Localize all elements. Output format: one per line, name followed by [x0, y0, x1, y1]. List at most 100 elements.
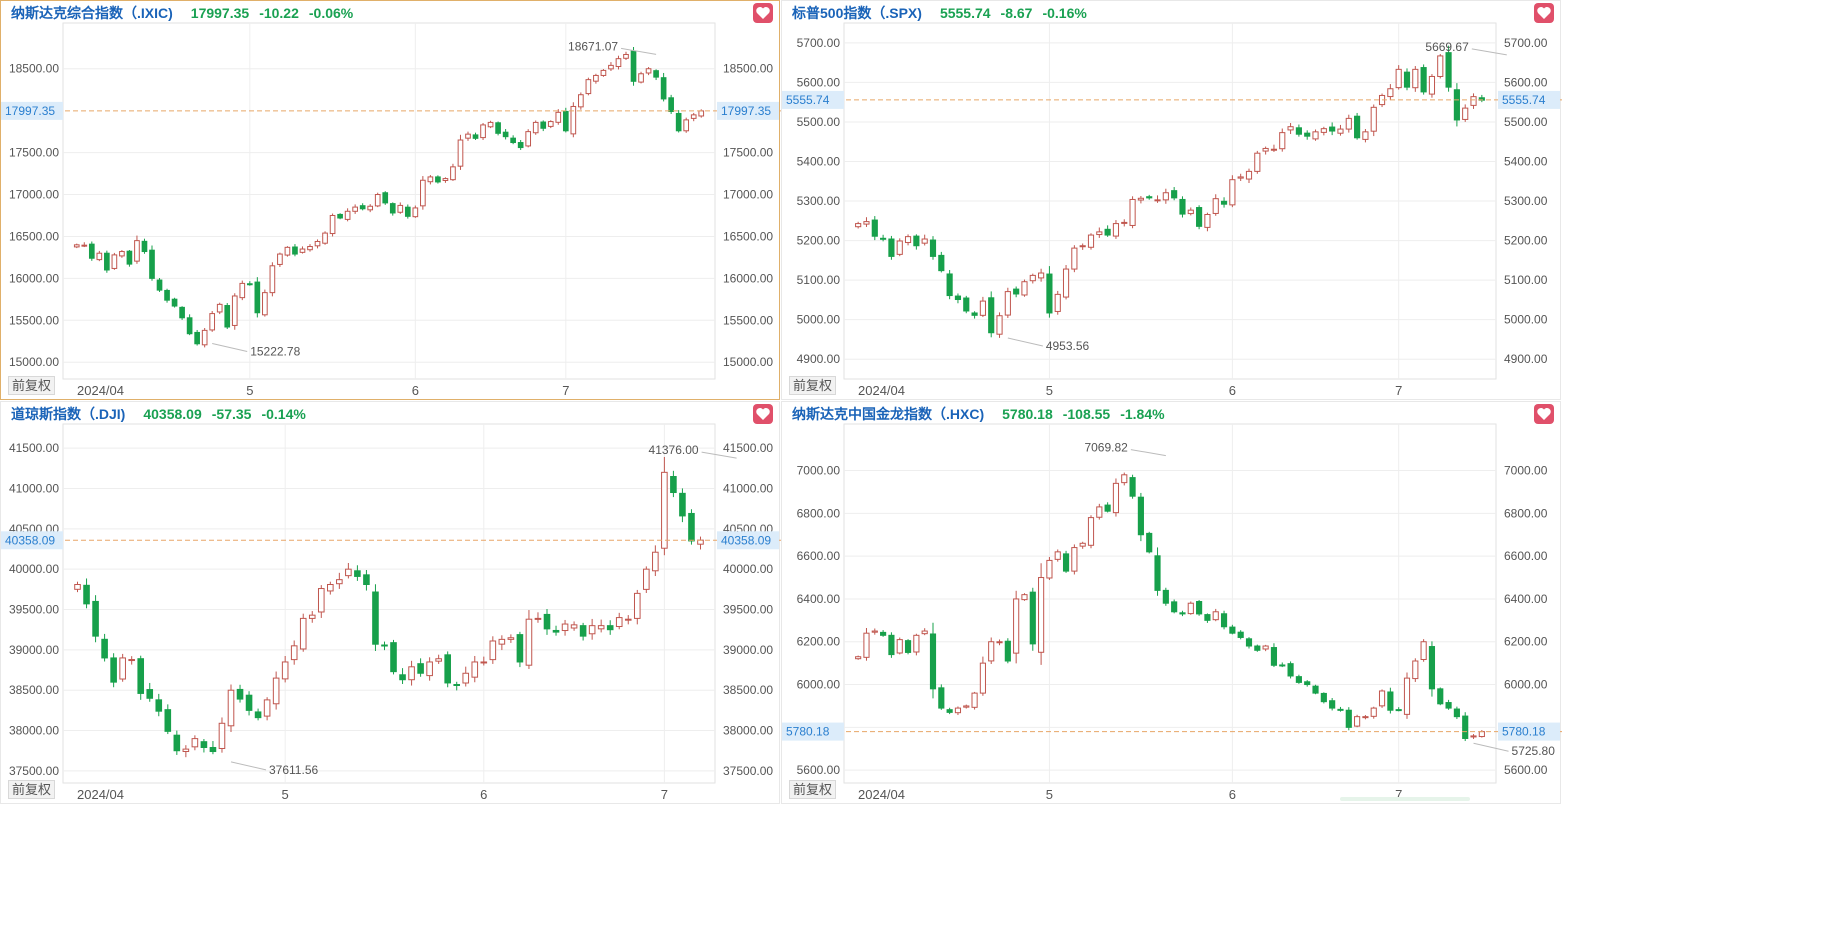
candle — [540, 120, 547, 132]
candle — [1245, 168, 1253, 184]
candle-body — [1470, 735, 1477, 738]
candlestick-chart[interactable]: 37500.00 37500.00 38000.00 38000.00 38500.00… — [1, 402, 781, 805]
y-tick-label-right: 41000.00 — [723, 481, 773, 495]
x-tick-label: 2024/04 — [858, 787, 905, 802]
price-adjust-button[interactable]: 前复权 — [789, 780, 837, 799]
price-tag-text: 40358.09 — [5, 533, 55, 547]
candle — [1470, 734, 1477, 739]
candle-body — [1146, 196, 1153, 199]
candle-body — [462, 672, 470, 684]
candle-body — [1462, 715, 1469, 739]
index-name[interactable]: 纳斯达克中国金龙指数（.HXC) — [792, 406, 985, 422]
candle-body — [119, 657, 126, 680]
candle-body — [1245, 638, 1253, 647]
y-tick-label-right: 39000.00 — [723, 643, 773, 657]
candlestick-chart[interactable]: 4900.00 4900.00 5000.00 5000.00 5100.00 5100.… — [782, 1, 1562, 401]
candle — [954, 706, 962, 716]
current-price-tag-left: 5555.74 — [782, 90, 844, 109]
candle-body — [1179, 612, 1186, 615]
chart-scrollbar[interactable] — [1340, 797, 1470, 801]
chart-panel-ixic[interactable]: 纳斯达克综合指数（.IXIC) 17997.35 -10.22 -0.06% 1… — [0, 0, 781, 401]
candle-body — [525, 131, 532, 147]
candle — [345, 563, 352, 579]
candle-body — [1104, 228, 1111, 236]
candle — [308, 611, 316, 623]
candle-body — [1062, 553, 1070, 572]
candle — [88, 241, 95, 261]
candle-body — [1096, 231, 1103, 236]
candle — [495, 121, 501, 136]
candle-body — [1295, 127, 1302, 135]
candle — [420, 176, 426, 210]
favorite-heart-icon[interactable] — [1534, 404, 1554, 424]
candle-body — [182, 748, 190, 752]
candle-body — [963, 705, 970, 708]
candle — [1270, 643, 1278, 668]
candle — [880, 234, 887, 242]
candle — [352, 204, 358, 214]
candle-body — [1046, 559, 1053, 579]
candle — [996, 639, 1003, 646]
candlestick-chart[interactable]: 15000.00 15000.00 15500.00 15500.00 16000.00… — [1, 1, 781, 401]
favorite-heart-icon[interactable] — [1534, 3, 1554, 23]
favorite-heart-icon[interactable] — [753, 3, 773, 23]
y-tick-label-left: 41500.00 — [9, 441, 59, 455]
candle — [465, 131, 471, 141]
price-adjust-button[interactable]: 前复权 — [789, 376, 837, 395]
candle-body — [688, 512, 695, 542]
candle — [1420, 64, 1427, 95]
candle-body — [354, 570, 361, 577]
candle-body — [597, 625, 605, 630]
chart-panel-hxc[interactable]: 纳斯达克中国金龙指数（.HXC) 5780.18 -108.55 -1.84% … — [781, 401, 1562, 805]
candle — [1279, 662, 1286, 668]
candle-body — [623, 53, 629, 59]
candle-body — [871, 219, 878, 237]
price-adjust-button[interactable]: 前复权 — [8, 376, 56, 395]
candle-body — [224, 305, 231, 328]
candle — [1071, 544, 1078, 575]
price-adjust-button[interactable]: 前复权 — [8, 780, 56, 799]
candle-body — [231, 295, 238, 326]
candle-body — [963, 297, 970, 312]
candle-body — [929, 633, 937, 690]
candle-body — [1021, 594, 1028, 601]
candle — [245, 691, 253, 716]
low-label: 5725.80 — [1512, 744, 1556, 758]
y-tick-label-left: 39500.00 — [9, 603, 59, 617]
y-tick-label-right: 5600.00 — [1504, 75, 1548, 89]
candle — [194, 329, 200, 346]
candle-body — [1071, 247, 1078, 270]
candle-body — [489, 640, 497, 661]
candlestick-chart[interactable]: 5600.005600.005800.005800.006000.006000.… — [782, 402, 1562, 805]
candle-body — [457, 139, 464, 167]
favorite-heart-icon[interactable] — [753, 404, 773, 424]
candle-body — [179, 306, 185, 319]
chart-panel-spx[interactable]: 标普500指数（.SPX) 5555.74 -8.67 -0.16% 4900.… — [781, 0, 1562, 401]
price-tag-bg — [1498, 90, 1560, 109]
candle — [555, 109, 562, 125]
candle-body — [1370, 106, 1377, 132]
candle — [1437, 53, 1444, 79]
candle-body — [1079, 542, 1086, 547]
y-tick-label-right: 16500.00 — [723, 229, 773, 243]
index-name[interactable]: 纳斯达克综合指数（.IXIC) — [11, 5, 173, 21]
candle-body — [1262, 645, 1269, 650]
index-name[interactable]: 道琼斯指数（.DJI) — [11, 406, 126, 422]
y-tick-label-left: 39000.00 — [9, 643, 59, 657]
index-name[interactable]: 标普500指数（.SPX) — [792, 5, 922, 21]
candle-body — [487, 121, 494, 128]
candle-body — [652, 551, 659, 572]
candle — [1087, 233, 1095, 250]
candle-body — [630, 50, 637, 82]
candle — [552, 625, 560, 636]
candle — [1412, 658, 1419, 682]
candle — [284, 246, 291, 257]
high-label: 18671.07 — [568, 39, 618, 53]
candle — [525, 610, 533, 669]
candle-body — [1021, 281, 1028, 296]
chart-panel-dji[interactable]: 道琼斯指数（.DJI) 40358.09 -57.35 -0.14% 37500… — [0, 401, 781, 805]
candle — [1395, 65, 1402, 90]
candle — [1470, 93, 1477, 109]
candle — [1171, 187, 1178, 201]
price-tag-bg — [717, 101, 779, 120]
